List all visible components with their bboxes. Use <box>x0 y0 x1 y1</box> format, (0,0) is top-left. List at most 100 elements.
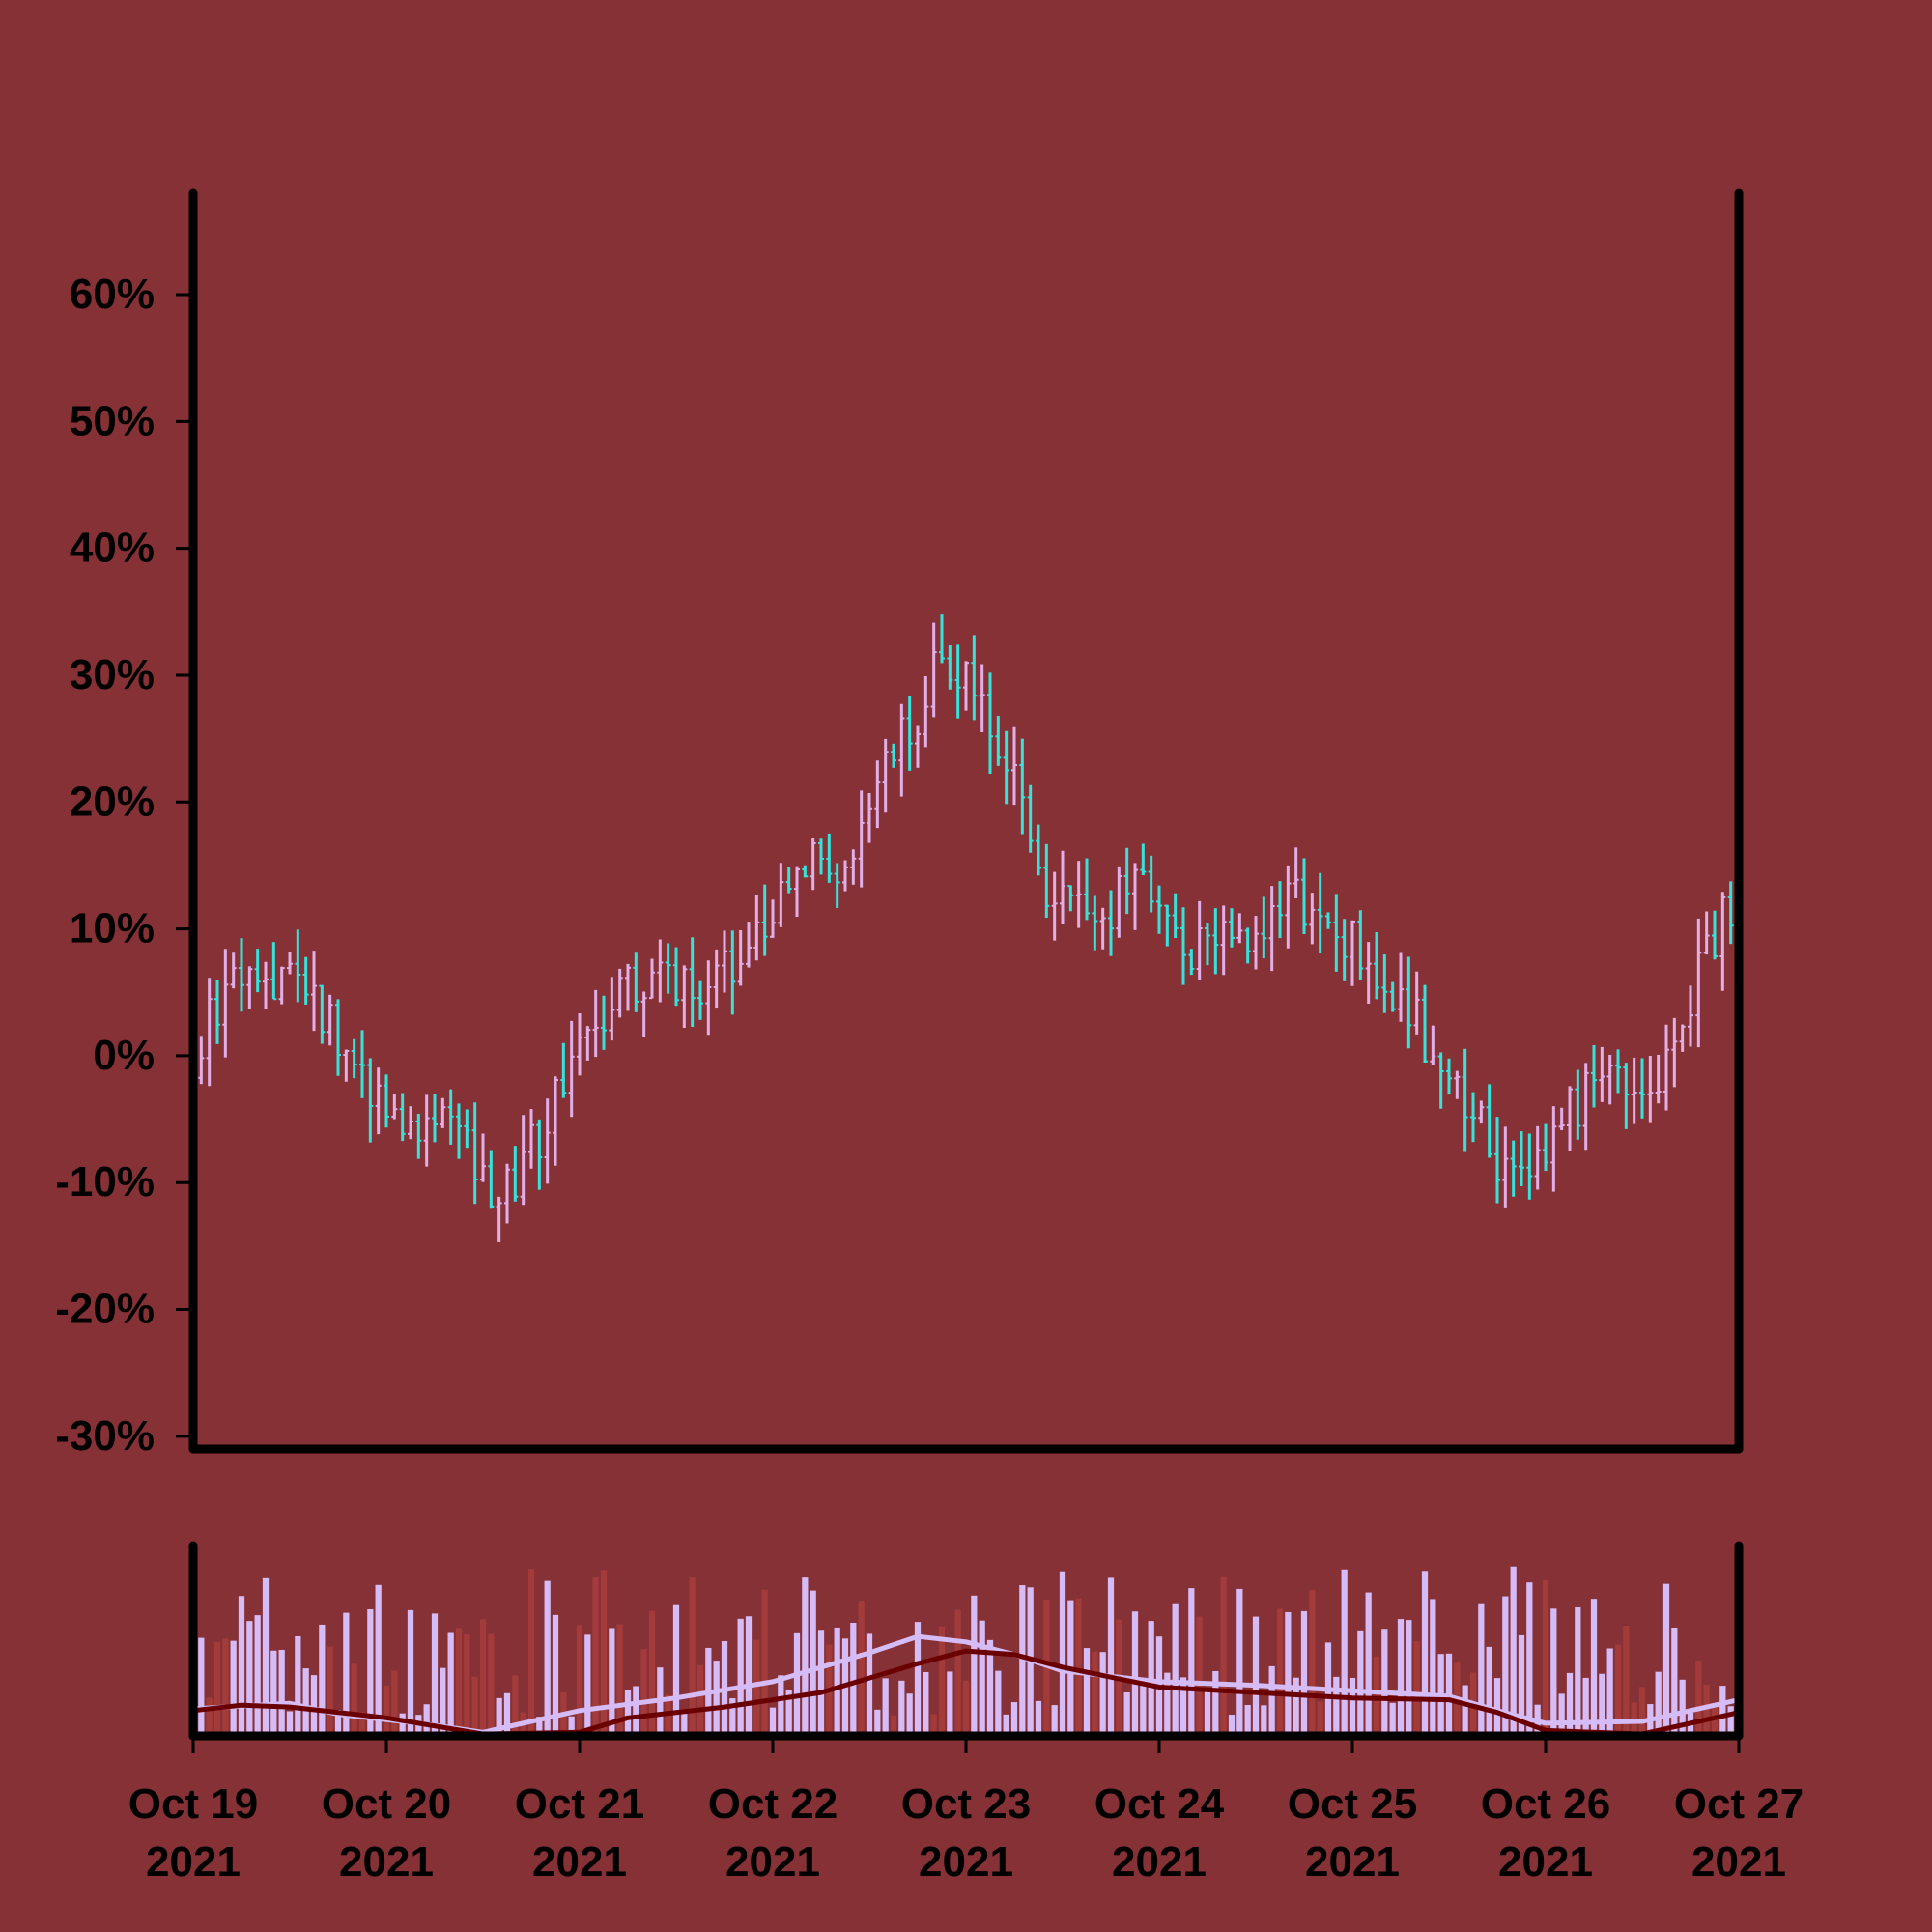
volume-bar <box>1244 1704 1251 1736</box>
ohlc-bar <box>311 951 317 1032</box>
ohlc-bar <box>633 952 639 1012</box>
ohlc-bar <box>1623 1063 1630 1129</box>
volume-bar <box>1293 1677 1299 1736</box>
volume-bar <box>1655 1671 1662 1736</box>
x-tick-label-year: 2021 <box>1691 1838 1786 1886</box>
ohlc-bar <box>761 884 768 956</box>
volume-bar <box>568 1716 575 1736</box>
ohlc-bar <box>1647 1055 1654 1123</box>
volume-bar <box>1179 1677 1187 1736</box>
volume-bar <box>1188 1588 1195 1736</box>
ohlc-bar <box>1406 956 1412 1049</box>
ohlc-bar <box>1350 920 1355 986</box>
ohlc-bar <box>577 1013 582 1076</box>
volume-bar <box>1228 1715 1236 1736</box>
ohlc-bar <box>343 1049 350 1082</box>
ohlc-bar <box>1092 895 1098 951</box>
ohlc-bar <box>1534 1125 1541 1190</box>
ohlc-bar <box>649 958 655 1000</box>
volume-bar <box>1300 1610 1308 1736</box>
volume-bar <box>1099 1652 1106 1736</box>
ohlc-bar <box>1688 985 1693 1047</box>
volume-bar <box>286 1711 294 1736</box>
volume-bar <box>713 1661 720 1736</box>
ohlc-bar <box>423 1094 430 1167</box>
ohlc-bar <box>640 991 647 1037</box>
volume-bar <box>1462 1685 1468 1736</box>
volume-bar <box>930 1714 937 1736</box>
volume-bar <box>527 1568 535 1736</box>
volume-bar <box>850 1622 857 1736</box>
ohlc-bar <box>1277 881 1283 939</box>
volume-bar <box>343 1612 350 1736</box>
ohlc-bar <box>1317 872 1323 953</box>
y-tick-label: 50% <box>70 397 155 444</box>
volume-bar <box>802 1577 809 1736</box>
volume-bar <box>1590 1599 1598 1736</box>
volume-bar <box>351 1663 357 1736</box>
ohlc-bar <box>1695 918 1702 1048</box>
ohlc-bar <box>1148 855 1154 913</box>
volume-bar <box>914 1622 922 1736</box>
ohlc-bar <box>1494 1117 1500 1204</box>
ohlc-bar <box>1502 1126 1509 1208</box>
ohlc-bar <box>1510 1140 1517 1197</box>
volume-bar <box>1341 1569 1348 1736</box>
volume-bar <box>479 1619 487 1736</box>
y-tick-label: 30% <box>70 651 155 698</box>
ohlc-bar <box>954 644 961 719</box>
ohlc-bar <box>504 1163 510 1224</box>
volume-bar <box>858 1601 865 1736</box>
ohlc-bar <box>1075 861 1082 928</box>
ohlc-bar <box>254 949 261 993</box>
volume-bar <box>890 1715 897 1736</box>
ohlc-bar <box>263 961 269 1009</box>
volume-bar <box>633 1686 639 1736</box>
volume-bar <box>971 1595 978 1736</box>
ohlc-bar <box>1437 1052 1444 1109</box>
ohlc-bar <box>198 1036 205 1085</box>
volume-bar <box>391 1670 398 1736</box>
volume-bar <box>1357 1630 1364 1736</box>
x-tick-label-date: Oct 27 <box>1674 1780 1804 1828</box>
volume-bar <box>1019 1585 1026 1736</box>
ohlc-bar <box>592 989 599 1058</box>
volume-bar <box>1695 1661 1702 1736</box>
volume-bar <box>334 1709 342 1736</box>
ohlc-bar <box>867 792 872 843</box>
volume-bar <box>1389 1702 1396 1736</box>
volume-bar <box>1599 1673 1605 1736</box>
ohlc-bar <box>963 661 969 711</box>
ohlc-bar <box>609 977 615 1041</box>
ohlc-bar <box>746 922 752 968</box>
y-tick-label: 0% <box>93 1032 155 1079</box>
ohlc-bar <box>1019 738 1026 835</box>
ohlc-bar <box>584 1026 591 1061</box>
ohlc-bar <box>553 1076 558 1166</box>
ohlc-bar <box>753 895 760 961</box>
volume-bar <box>222 1638 229 1736</box>
volume-bar <box>1252 1616 1260 1736</box>
x-tick-label-year: 2021 <box>532 1838 627 1886</box>
x-tick-label-date: Oct 24 <box>1094 1780 1225 1828</box>
volume-bar <box>464 1634 470 1736</box>
volume-bar <box>1711 1705 1719 1736</box>
volume-bar <box>1502 1596 1509 1736</box>
ohlc-bar <box>1229 908 1235 948</box>
ohlc-bar <box>1374 931 1379 1000</box>
ohlc-bar <box>1519 1131 1524 1187</box>
volume-bar <box>1493 1678 1501 1736</box>
ohlc-bar <box>206 978 213 1087</box>
volume-bar <box>1430 1599 1436 1736</box>
ohlc-bar <box>826 833 833 883</box>
ohlc-bar <box>456 1103 462 1159</box>
volume-bar <box>1075 1598 1082 1736</box>
ohlc-bar <box>818 838 824 875</box>
ohlc-bar <box>375 1067 382 1135</box>
ohlc-bar <box>778 863 784 927</box>
ohlc-bar <box>1196 900 1203 980</box>
volume-bar <box>785 1690 792 1736</box>
volume-bar <box>447 1632 454 1736</box>
volume-bar <box>769 1707 777 1736</box>
ohlc-bar <box>834 863 840 909</box>
